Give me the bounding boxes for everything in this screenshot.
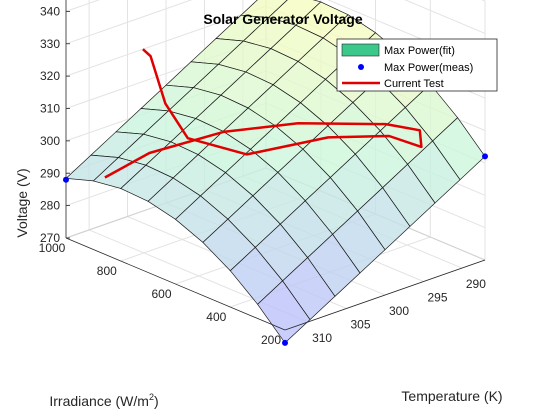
y-axis-label-close: )	[154, 393, 159, 409]
x-axis-label: Temperature (K)	[401, 388, 502, 404]
y-axis-label: Irradiance (W/m2)	[49, 392, 158, 409]
current-test-line	[104, 48, 423, 179]
axis-line	[284, 259, 486, 331]
z-tick-label: 270	[40, 231, 60, 245]
z-tick-label: 310	[40, 102, 60, 116]
data-series	[63, 48, 488, 346]
axis-line	[65, 237, 286, 331]
x-tick-label: 290	[466, 277, 486, 291]
z-axis-label: Voltage (V)	[14, 168, 30, 237]
y-axis-label-main: Irradiance (W/m	[49, 393, 149, 409]
y-tick-label: 800	[97, 264, 117, 278]
meas-point	[63, 176, 69, 183]
y-tick-label: 1000	[39, 241, 66, 255]
meas-point	[482, 153, 488, 160]
legend-meas-label: Max Power(meas)	[384, 62, 473, 74]
legend-test-label: Current Test	[384, 78, 444, 90]
x-tick-label: 305	[350, 318, 370, 332]
legend-fit-swatch	[341, 43, 380, 57]
tick-labels: 2702802903003103203303403502004006008001…	[39, 4, 487, 347]
grid-line-z	[65, 0, 486, 34]
y-axis-label-sup: 2	[149, 392, 154, 402]
legend: Max Power(fit) Max Power(meas) Current T…	[336, 38, 498, 92]
surface-patch	[257, 280, 311, 344]
z-tick-label: 330	[40, 37, 60, 51]
z-tick-label: 320	[40, 69, 60, 83]
y-tick-label: 400	[206, 310, 226, 324]
x-tick-label: 300	[389, 304, 409, 318]
x-tick-label: 310	[312, 331, 332, 345]
legend-meas-marker	[358, 64, 364, 70]
z-tick-label: 300	[40, 134, 60, 148]
y-tick-label: 200	[261, 333, 281, 347]
z-tick-label: 290	[40, 166, 60, 180]
y-tick-label: 600	[151, 287, 171, 301]
legend-fit-label: Max Power(fit)	[384, 45, 455, 57]
z-tick-label: 340	[40, 4, 60, 18]
x-tick-label: 295	[427, 291, 447, 305]
meas-point	[282, 339, 288, 346]
grid-line-z	[65, 0, 486, 67]
fit-surface	[65, 0, 486, 344]
chart-title: Solar Generator Voltage	[203, 11, 362, 27]
z-tick-label: 280	[40, 199, 60, 213]
